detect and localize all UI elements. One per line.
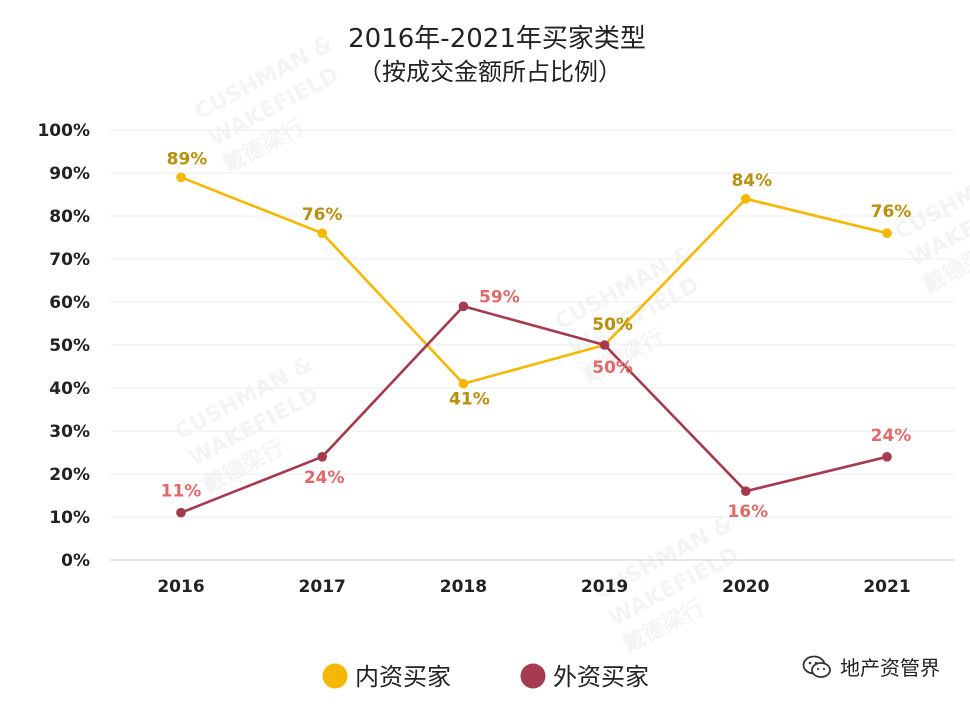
data-label: 89% [167, 149, 208, 169]
y-tick-label: 30% [49, 422, 90, 442]
legend-label: 内资买家 [355, 663, 451, 691]
legend-label: 外资买家 [553, 663, 649, 691]
data-point [741, 194, 751, 204]
data-label: 59% [479, 287, 520, 307]
wechat-icon [802, 655, 831, 678]
x-axis: 2016 2017 2018 2019 2020 2021 [157, 577, 910, 597]
chart-title: 2016年-2021年买家类型 [348, 24, 646, 54]
data-point [882, 228, 892, 238]
series-layer: 89% 76% 41% 50% 84% 76% 11% 24% 59% 50% 16% 24% [161, 149, 912, 522]
data-point [176, 172, 186, 183]
brand-text: 地产资管界 [840, 656, 940, 680]
data-point [741, 486, 751, 497]
data-label: 76% [302, 205, 343, 225]
data-label: 50% [592, 315, 633, 335]
y-tick-label: 90% [49, 164, 90, 184]
data-label: 11% [161, 482, 202, 502]
y-tick-label: 80% [49, 207, 90, 227]
x-tick-label: 2021 [863, 577, 910, 597]
series-line [180, 176, 888, 386]
y-tick-label: 20% [49, 465, 90, 485]
data-label: 16% [727, 502, 768, 522]
data-point [317, 452, 328, 462]
data-point [458, 301, 469, 312]
y-tick-label: 60% [49, 293, 90, 313]
y-tick-label: 70% [49, 250, 90, 270]
data-point [458, 378, 469, 389]
y-tick-label: 10% [49, 508, 90, 528]
x-tick-label: 2019 [581, 577, 628, 597]
series-line [180, 304, 888, 514]
data-label: 41% [449, 390, 490, 410]
y-tick-label: 50% [49, 336, 90, 356]
data-label: 50% [592, 358, 633, 378]
x-tick-label: 2017 [299, 577, 346, 597]
y-tick-label: 100% [37, 121, 90, 141]
grid-lines [110, 129, 955, 561]
data-point [317, 228, 328, 238]
x-tick-label: 2020 [722, 577, 769, 597]
y-tick-label: 40% [49, 379, 90, 399]
data-point [882, 452, 892, 462]
data-label: 24% [871, 426, 912, 446]
data-label: 76% [871, 202, 912, 222]
data-point [176, 507, 186, 518]
legend: 内资买家 外资买家 [322, 663, 649, 691]
data-label: 24% [304, 468, 345, 488]
brand-badge: 地产资管界 [802, 652, 940, 681]
legend-marker [322, 663, 348, 689]
y-tick-label: 0% [61, 551, 90, 571]
legend-marker [520, 663, 546, 689]
data-point [599, 340, 610, 350]
chart-subtitle: （按成交金额所占比例） [358, 58, 622, 86]
data-label: 84% [731, 171, 772, 191]
y-axis: 0% 10% 20% 30% 40% 50% 60% 70% 80% 90% 100% [37, 121, 90, 571]
x-tick-label: 2018 [440, 577, 487, 597]
x-tick-label: 2016 [157, 577, 204, 597]
